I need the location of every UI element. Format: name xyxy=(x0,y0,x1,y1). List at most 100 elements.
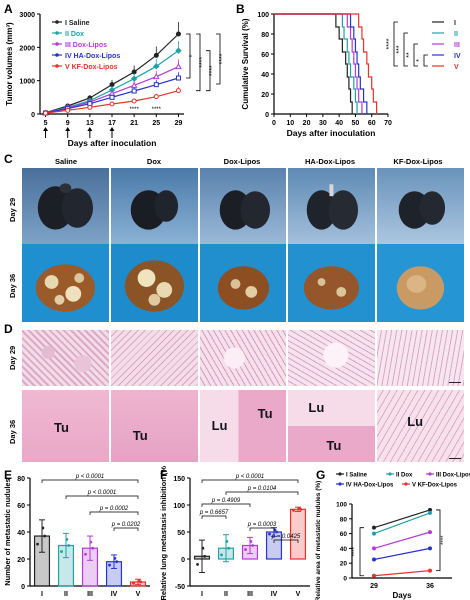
data-point xyxy=(372,531,376,536)
panel-label-d: D xyxy=(4,322,13,336)
histology-image xyxy=(377,330,464,386)
x-tick-label: II xyxy=(64,591,68,598)
y-tick-label: 80 xyxy=(261,32,269,39)
x-tick-label: 29 xyxy=(175,120,183,127)
x-tick-label: 30 xyxy=(319,120,327,127)
p-value-label: p = 0.0002 xyxy=(99,506,129,512)
x-tick-label: 13 xyxy=(86,120,94,127)
significance-star: ** xyxy=(406,52,413,58)
y-tick-label: 0 xyxy=(265,112,269,119)
data-dot xyxy=(36,542,39,546)
comparison-bracket xyxy=(41,479,139,483)
legend-marker xyxy=(404,482,408,486)
significance-bracket xyxy=(436,509,441,571)
lung-photo xyxy=(199,244,287,322)
histology-day29 xyxy=(22,330,464,386)
x-tick-label: III xyxy=(247,591,253,598)
significance-bracket xyxy=(413,43,418,67)
data-dot xyxy=(60,550,63,553)
significance-star: **** xyxy=(219,53,226,64)
significance-star: **** xyxy=(199,57,206,68)
data-dot xyxy=(137,579,141,582)
series-line xyxy=(373,509,431,529)
data-point xyxy=(153,63,160,70)
tissue-label-tumor: Tu xyxy=(257,406,273,421)
x-tick-label: II xyxy=(224,591,228,598)
panel-label-a: A xyxy=(4,2,13,16)
legend-marker xyxy=(55,20,59,24)
data-point xyxy=(428,507,432,512)
x-tick-label: 5 xyxy=(44,120,48,127)
col-label-dox: Dox xyxy=(146,157,162,166)
data-point xyxy=(428,510,432,515)
legend-label: III xyxy=(454,42,460,49)
significance-star: **** xyxy=(441,535,447,545)
significance-bracket xyxy=(393,21,398,67)
row-label-histo-day36: Day 36 xyxy=(8,419,17,444)
p-value-label: p = 0.0104 xyxy=(247,486,277,492)
tissue-label-lung: Lu xyxy=(407,414,424,429)
survival-curve xyxy=(274,13,358,114)
legend-marker xyxy=(55,64,59,68)
y-tick-label: 40 xyxy=(261,72,269,79)
survival-curve xyxy=(274,13,363,114)
y-axis-label: Relative area of metastatic nudules (%) xyxy=(315,481,322,600)
data-dot xyxy=(244,548,247,551)
x-tick-label: V xyxy=(296,591,301,598)
x-axis-label: Days xyxy=(392,591,412,600)
data-dot xyxy=(43,534,47,538)
y-tick-label: 40 xyxy=(340,546,348,553)
lung-photo xyxy=(288,168,376,245)
y-tick-label: 60 xyxy=(261,52,269,59)
p-value-label: p < 0.0001 xyxy=(75,474,105,480)
tissue-label-lung: Lu xyxy=(211,418,228,433)
y-tick-label: 100 xyxy=(336,502,347,509)
histology-image xyxy=(110,330,198,386)
data-point xyxy=(87,104,93,110)
x-tick-label: 25 xyxy=(152,120,160,127)
x-tick-label: IV xyxy=(111,591,118,598)
dosing-arrowhead xyxy=(87,127,93,131)
significance-star: *** xyxy=(396,45,403,53)
gross-photos-day29 xyxy=(22,168,464,245)
data-point xyxy=(372,525,376,530)
data-point xyxy=(428,568,432,573)
tissue-label-tumor: Tu xyxy=(326,438,342,453)
col-label-ha-dox-lipos: HA-Dox-Lipos xyxy=(305,157,355,166)
y-axis-label: Cumulative Survival (%) xyxy=(241,18,250,109)
significance-star: **** xyxy=(209,65,216,76)
scale-bar xyxy=(449,458,461,459)
legend-marker xyxy=(55,42,59,46)
data-point xyxy=(175,47,182,54)
data-point xyxy=(175,75,181,81)
data-point xyxy=(153,94,159,100)
y-tick-label: 20 xyxy=(17,557,25,564)
y-tick-label: 0 xyxy=(31,112,35,119)
y-tick-label: 150 xyxy=(173,476,185,483)
data-point xyxy=(153,82,159,88)
data-point xyxy=(131,88,137,94)
data-point xyxy=(43,110,49,116)
x-axis-label: Days after inoculation xyxy=(287,128,376,138)
data-point xyxy=(175,88,181,94)
data-point xyxy=(428,546,432,551)
dosing-arrowhead xyxy=(109,127,115,131)
tissue-label-tumor: Tu xyxy=(132,428,148,443)
significance-star: **** xyxy=(386,38,393,49)
legend-label: II Dox xyxy=(396,473,413,479)
comparison-bracket xyxy=(225,491,299,495)
data-dot xyxy=(84,552,87,556)
x-axis-label: Days after inoculation xyxy=(68,138,157,148)
data-dot xyxy=(203,554,207,558)
panel-label-f: F xyxy=(160,468,168,482)
data-dot xyxy=(115,560,119,564)
significance-bracket xyxy=(206,50,211,92)
y-tick-label: 100 xyxy=(173,503,185,510)
comparison-bracket xyxy=(113,527,139,531)
x-tick-label: 60 xyxy=(368,120,376,127)
y-tick-label: 50 xyxy=(177,530,185,537)
comparison-bracket xyxy=(89,511,139,515)
row-label-gross-day36: Day 36 xyxy=(8,273,17,298)
p-value-label: p = 0.0003 xyxy=(247,522,277,528)
data-dot xyxy=(227,546,231,550)
